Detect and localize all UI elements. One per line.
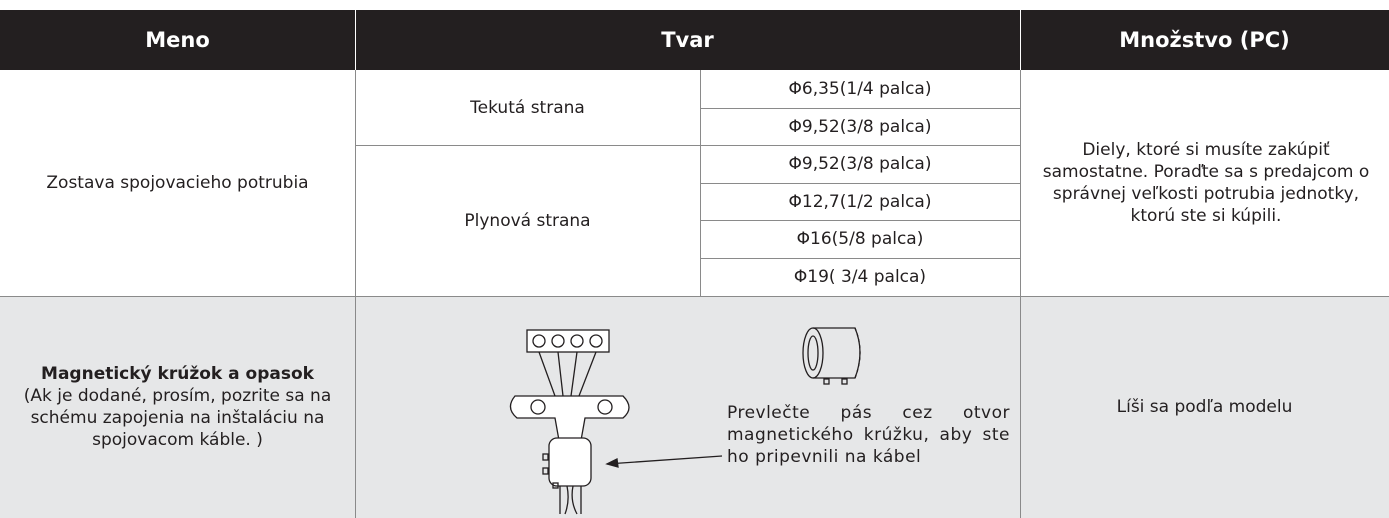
size: Φ19( 3/4 palca) bbox=[793, 267, 927, 287]
header-cell: Meno bbox=[145, 28, 210, 52]
size: Φ16(5/8 palca) bbox=[796, 229, 924, 249]
ring-name: Magnetický krúžok a opasok bbox=[41, 364, 314, 384]
size: Φ9,52(3/8 palca) bbox=[788, 154, 932, 174]
ring-note: (Ak je dodané, prosím, pozrite sa na sch… bbox=[23, 386, 332, 450]
ring-row bbox=[0, 296, 1389, 518]
ring-quantity: Líši sa podľa modelu bbox=[1116, 397, 1293, 417]
ring-illustration bbox=[509, 327, 861, 515]
size: Φ9,52(3/8 palca) bbox=[788, 116, 932, 137]
size: Φ6,35(1/4 palca) bbox=[788, 79, 932, 99]
ring-caption: Prevlečte pás cez otvor magnetického krú… bbox=[727, 403, 1010, 467]
header-row bbox=[0, 10, 1389, 70]
pipe-name: Zostava spojovacieho potrubia bbox=[46, 173, 309, 193]
header-cell: Množstvo (PC) bbox=[1119, 28, 1290, 52]
ring-name-cell: Magnetický krúžok a opasok (Ak je dodané… bbox=[10, 296, 345, 518]
header-cell: Tvar bbox=[661, 28, 714, 52]
pipe-quantity: Diely, ktoré si musíte zakúpiť samostatn… bbox=[1042, 140, 1370, 226]
side-label: Plynová strana bbox=[464, 210, 591, 231]
size: Φ12,7(1/2 palca) bbox=[788, 191, 932, 212]
side-label: Tekutá strana bbox=[470, 97, 585, 118]
